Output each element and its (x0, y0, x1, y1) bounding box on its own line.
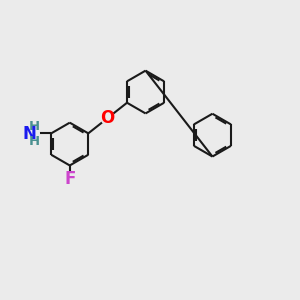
Circle shape (101, 112, 114, 124)
Text: H: H (29, 120, 40, 133)
Text: F: F (64, 170, 75, 188)
Text: N: N (22, 125, 37, 143)
Circle shape (64, 173, 76, 185)
Text: H: H (29, 135, 40, 148)
Text: O: O (100, 109, 115, 127)
Circle shape (22, 124, 39, 142)
